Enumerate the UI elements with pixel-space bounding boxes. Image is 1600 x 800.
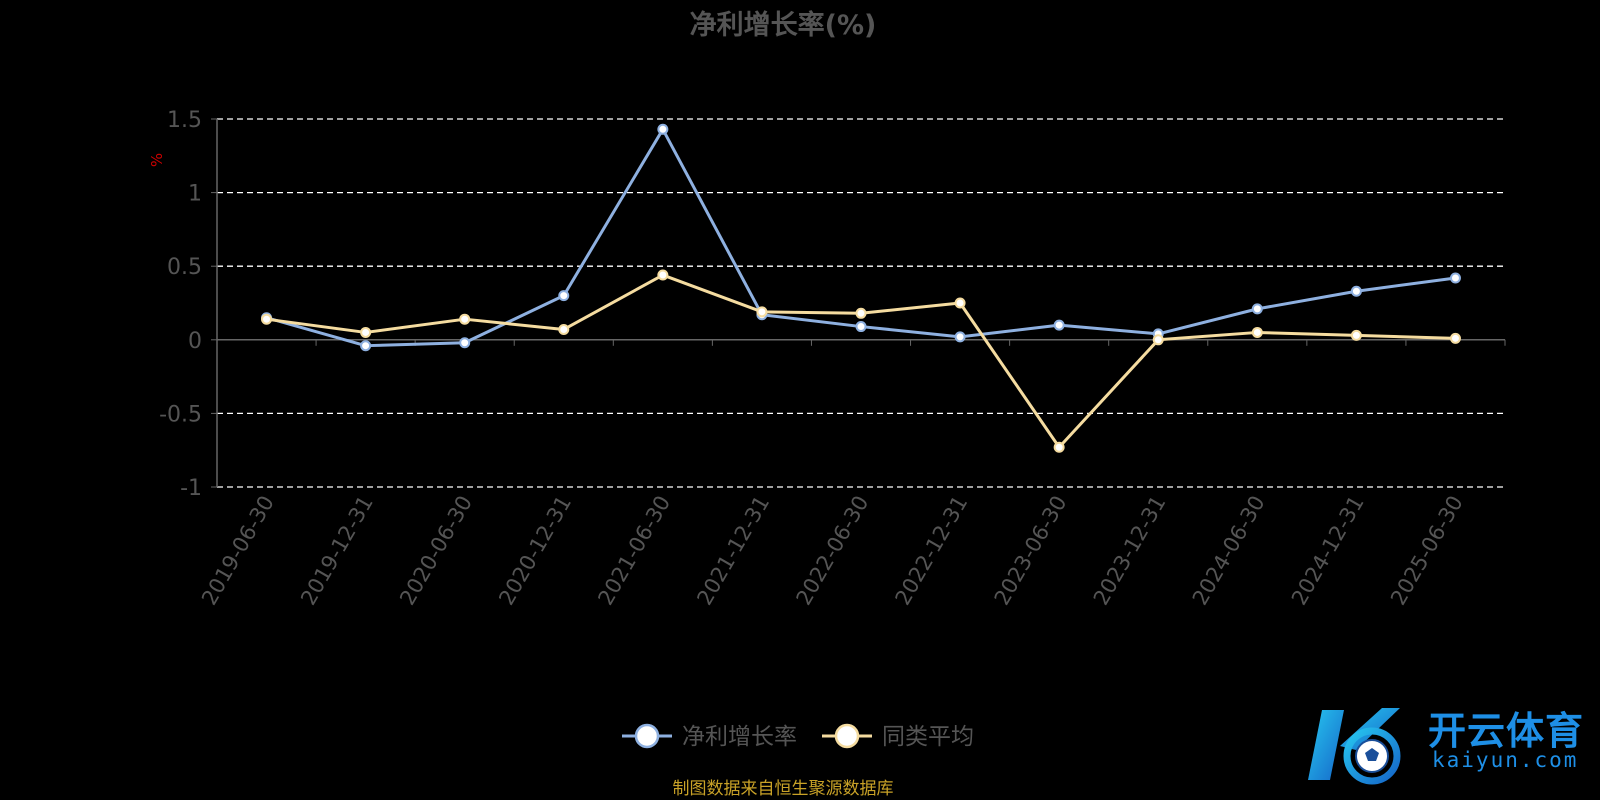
x-tick-label: 2020-12-31: [494, 492, 576, 610]
x-tick-label: 2022-12-31: [891, 492, 973, 610]
data-point[interactable]: [1053, 319, 1065, 331]
x-tick-label: 2019-12-31: [296, 492, 378, 610]
legend-label: 净利增长率: [682, 724, 797, 750]
series-1: [261, 269, 1461, 453]
x-tick-label: 2021-12-31: [692, 492, 774, 610]
legend-marker: [834, 723, 860, 749]
x-tick-label: 2024-06-30: [1188, 492, 1270, 610]
data-point[interactable]: [855, 321, 867, 333]
x-tick-label: 2022-06-30: [792, 492, 874, 610]
brand-logo: 开云体育 kaiyun.com: [1300, 698, 1590, 793]
legend-item[interactable]: 净利增长率: [622, 723, 797, 750]
data-point[interactable]: [1350, 285, 1362, 297]
y-tick-label: 1.5: [167, 108, 202, 133]
legend-marker: [634, 723, 660, 749]
data-point[interactable]: [756, 306, 768, 318]
series-0: [261, 123, 1461, 352]
y-tick-label: 0.5: [167, 255, 202, 280]
kaiyun-logo-icon: [1308, 708, 1401, 785]
x-tick-label: 2024-12-31: [1287, 492, 1369, 610]
data-point[interactable]: [657, 269, 669, 281]
data-point[interactable]: [1350, 329, 1362, 341]
series-lines: [261, 123, 1461, 453]
data-point[interactable]: [1449, 332, 1461, 344]
x-tick-label: 2021-06-30: [593, 492, 675, 610]
logo-text-cn: 开云体育: [1428, 709, 1585, 753]
data-point[interactable]: [558, 290, 570, 302]
legend-item[interactable]: 同类平均: [822, 723, 974, 750]
logo-text-en: kaiyun.com: [1432, 748, 1579, 772]
y-tick-label: 1: [188, 182, 202, 207]
x-tick-label: 2020-06-30: [395, 492, 477, 610]
x-tick-label: 2019-06-30: [197, 492, 279, 610]
data-point[interactable]: [1251, 303, 1263, 315]
data-point[interactable]: [261, 313, 273, 325]
data-point[interactable]: [657, 123, 669, 135]
data-point[interactable]: [1152, 334, 1164, 346]
x-tick-label: 2023-06-30: [990, 492, 1072, 610]
data-point[interactable]: [954, 297, 966, 309]
source-note: 制图数据来自恒生聚源数据库: [673, 779, 894, 799]
data-point[interactable]: [1449, 272, 1461, 284]
data-point[interactable]: [558, 323, 570, 335]
legend[interactable]: 净利增长率 同类平均: [622, 723, 974, 750]
data-point[interactable]: [360, 326, 372, 338]
series-line: [266, 273, 1456, 449]
data-point[interactable]: [855, 307, 867, 319]
y-tick-label: 0: [188, 329, 202, 354]
data-point[interactable]: [459, 337, 471, 349]
data-point[interactable]: [459, 313, 471, 325]
y-tick-label: -0.5: [159, 402, 202, 427]
data-point[interactable]: [954, 331, 966, 343]
x-tick-label: 2025-06-30: [1386, 492, 1468, 610]
x-tick-label: 2023-12-31: [1089, 492, 1171, 610]
data-point[interactable]: [360, 340, 372, 352]
legend-label: 同类平均: [882, 724, 974, 750]
y-axis-label: %: [148, 153, 166, 167]
y-tick-label: -1: [180, 476, 202, 501]
data-point[interactable]: [1053, 441, 1065, 453]
chart-title: 净利增长率(%): [690, 9, 877, 41]
data-point[interactable]: [1251, 326, 1263, 338]
grid-lines: [217, 118, 1505, 488]
